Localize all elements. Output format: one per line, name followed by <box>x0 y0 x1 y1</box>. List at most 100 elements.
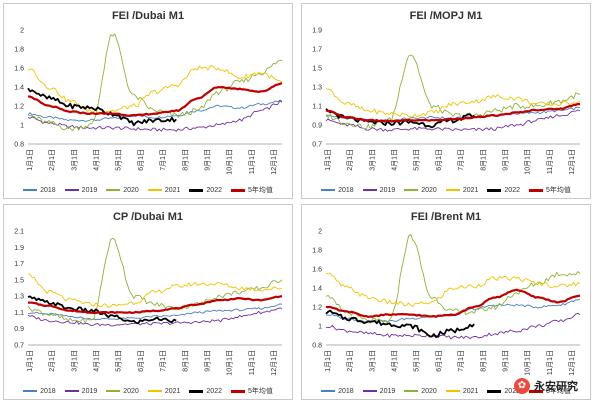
legend-label: 2018 <box>338 186 354 194</box>
series-line-2018 <box>27 303 283 321</box>
x-tick-label: 8月1日 <box>479 350 487 372</box>
x-tick-label: 9月1日 <box>203 350 211 372</box>
y-tick-label: 0.9 <box>312 123 322 130</box>
y-tick-label: 1.5 <box>312 66 322 73</box>
y-tick-label: 0.7 <box>312 142 322 149</box>
legend-swatch <box>362 189 377 191</box>
chart-legend: 2018 2019 2020 2021 2022 5年均值 <box>302 386 590 396</box>
legend-item: 2019 <box>64 386 98 396</box>
x-tick-label: 8月1日 <box>181 149 189 171</box>
legend-item: 5年均值 <box>230 185 273 195</box>
x-tick-label: 2月1日 <box>346 350 354 372</box>
x-tick-label: 5月1日 <box>413 350 421 372</box>
series-line-2021 <box>27 65 283 114</box>
chart-legend: 2018 2019 2020 2021 2022 5年均值 <box>4 185 292 195</box>
x-tick-label: 2月1日 <box>48 350 56 372</box>
chart-panel-fei-mopj: FEI /MOPJ M1 0.7 0.9 1.1 1.3 1.5 1.7 1.9 1月1日 2月… <box>301 3 591 199</box>
x-tick-label: 6月1日 <box>435 149 443 171</box>
legend-label: 5年均值 <box>247 187 273 194</box>
x-tick-label: 9月1日 <box>501 350 509 372</box>
series-line-2020 <box>325 233 581 324</box>
x-tick-label: 12月1日 <box>568 350 576 376</box>
x-tick-label: 8月1日 <box>181 350 189 372</box>
legend-swatch <box>445 189 460 191</box>
chart-title: FEI /Dubai M1 <box>111 10 185 22</box>
series-line-2022 <box>27 87 177 127</box>
x-tick-label: 12月1日 <box>270 149 278 175</box>
legend-item: 2018 <box>23 386 56 396</box>
legend-swatch <box>445 390 460 392</box>
chart-panel-cp-dubai: CP /Dubai M1 0.7 0.9 1.1 1.3 1.5 1.7 1.9 2.1 1月1… <box>3 204 293 400</box>
x-tick-label: 9月1日 <box>203 149 211 171</box>
legend-item: 2019 <box>362 386 396 396</box>
x-tick-label: 7月1日 <box>457 149 465 171</box>
legend-swatch <box>321 390 336 392</box>
y-tick-label: 1.1 <box>312 104 322 111</box>
legend-swatch <box>528 389 543 393</box>
legend-label: 2018 <box>338 387 354 395</box>
y-tick-label: 0.7 <box>14 343 24 350</box>
x-tick-label: 2月1日 <box>48 149 56 171</box>
x-tick-label: 3月1日 <box>70 350 78 372</box>
legend-swatch <box>23 189 38 191</box>
chart-legend: 2018 2019 2020 2021 2022 5年均值 <box>4 386 292 396</box>
x-tick-label: 2月1日 <box>346 149 354 171</box>
x-tick-label: 1月1日 <box>26 350 34 372</box>
chart-svg: 0.7 0.9 1.1 1.3 1.5 1.7 1.9 1月1日 2月1日 3月1日 4月1日 5月1… <box>312 28 581 175</box>
x-tick-label: 4月1日 <box>391 149 399 171</box>
y-tick-label: 2 <box>20 28 24 35</box>
x-tick-label: 9月1日 <box>501 149 509 171</box>
legend-item: 2021 <box>445 185 478 195</box>
y-tick-label: 1.7 <box>14 261 24 268</box>
legend-label: 2020 <box>123 387 139 395</box>
x-tick-label: 10月1日 <box>524 149 532 175</box>
chart-svg: 0.8 1 1.2 1.4 1.6 1.8 2 1月1日 2月1日 3月1日 4月1日 5月1日 6月1… <box>14 28 283 175</box>
y-tick-label: 1.6 <box>14 66 24 73</box>
legend-label: 2019 <box>81 387 98 395</box>
legend-swatch <box>64 390 79 392</box>
x-tick-label: 6月1日 <box>137 149 145 171</box>
y-tick-label: 1.5 <box>14 277 24 284</box>
x-tick-label: 1月1日 <box>324 350 332 372</box>
legend-item: 2021 <box>445 386 478 396</box>
x-tick-label: 1月1日 <box>26 149 34 171</box>
legend-label: 2019 <box>81 186 98 194</box>
x-tick-label: 11月1日 <box>248 149 256 174</box>
chart-panel-fei-dubai: FEI /Dubai M1 0.8 1 1.2 1.4 1.6 1.8 2 1月1日 2月1日 3… <box>3 3 293 199</box>
x-tick-label: 5月1日 <box>413 149 421 171</box>
y-tick-label: 0.8 <box>14 142 24 149</box>
y-tick-label: 1.8 <box>312 248 322 255</box>
x-tick-label: 5月1日 <box>115 149 123 171</box>
series-line-5年均值 <box>27 82 283 117</box>
y-tick-label: 1.2 <box>312 305 322 312</box>
legend-label: 2019 <box>379 387 396 395</box>
legend-swatch <box>404 189 419 191</box>
x-tick-label: 11月1日 <box>248 350 256 375</box>
legend-item: 5年均值 <box>528 386 571 396</box>
chart-title: FEI /MOPJ M1 <box>409 10 483 22</box>
series-line-2021 <box>27 273 283 308</box>
legend-swatch <box>189 389 204 393</box>
chart-panel-fei-brent: FEI /Brent M1 0.8 1 1.2 1.4 1.6 1.8 2 1月1日 2月1日 3… <box>301 204 591 400</box>
watermark: ✿ 永安研究 <box>514 378 578 394</box>
chart-svg: 0.7 0.9 1.1 1.3 1.5 1.7 1.9 2.1 1月1日 2月1日 3月1日 4月1日… <box>14 229 283 376</box>
x-tick-label: 3月1日 <box>368 149 376 171</box>
x-tick-label: 10月1日 <box>524 350 532 376</box>
legend-label: 2020 <box>421 186 437 194</box>
y-tick-label: 1.9 <box>312 28 322 35</box>
x-tick-label: 10月1日 <box>226 149 234 175</box>
legend-swatch <box>147 189 162 191</box>
legend-item: 2018 <box>321 185 354 195</box>
series-line-2020 <box>27 33 283 132</box>
chart-svg: 0.8 1 1.2 1.4 1.6 1.8 2 1月1日 2月1日 3月1日 4月1日 5月1日 6月1… <box>312 229 581 376</box>
legend-label: 2020 <box>421 387 437 395</box>
legend-item: 2018 <box>23 185 56 195</box>
series-line-2019 <box>325 312 581 340</box>
legend-swatch <box>528 188 543 192</box>
x-tick-label: 7月1日 <box>159 149 167 171</box>
x-tick-label: 12月1日 <box>270 350 278 376</box>
series-line-2020 <box>27 237 283 324</box>
series-line-2019 <box>27 307 283 327</box>
flower-icon: ✿ <box>514 378 530 394</box>
y-tick-label: 1.9 <box>14 245 24 252</box>
